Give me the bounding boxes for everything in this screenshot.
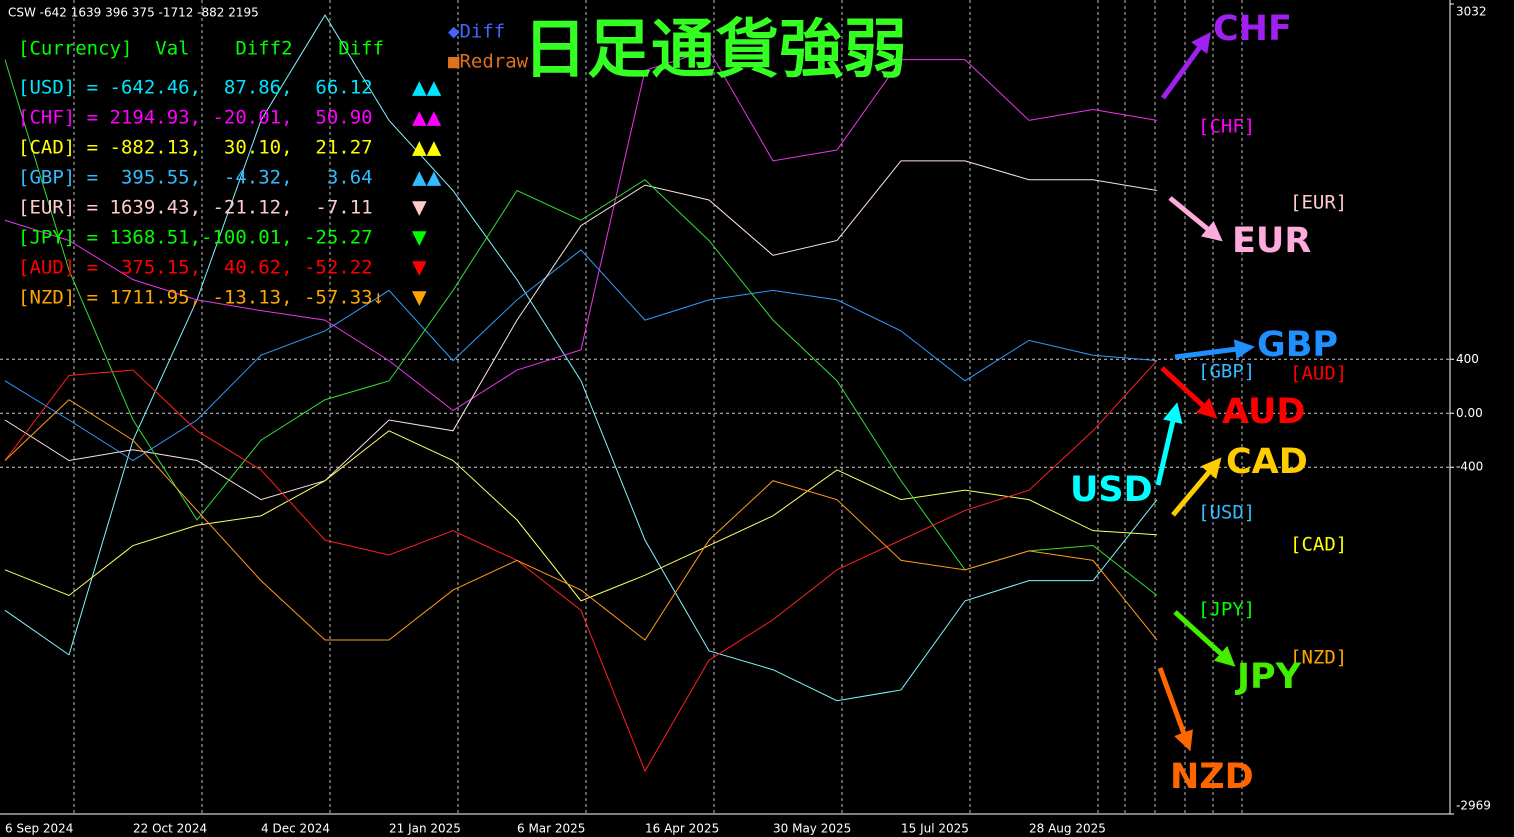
panel-marks: ▼ <box>412 227 427 249</box>
series-line <box>4 160 1158 501</box>
y-tick-label: 0.00 <box>1456 406 1483 420</box>
x-tick-label: 28 Aug 2025 <box>1029 822 1106 836</box>
panel-marks: ▲▲ <box>412 137 442 159</box>
y-tick-label: -400 <box>1456 460 1483 474</box>
panel-row: [NZD] = 1711.95, -13.13, -57.33↓ <box>18 287 384 309</box>
button[interactable]: ■Redraw <box>448 51 529 73</box>
panel-row: [AUD] = 375.15, 40.62, -52.22 <box>18 257 373 279</box>
annotation: GBP <box>1257 325 1338 365</box>
button[interactable]: ◆Diff <box>448 21 505 43</box>
side-label: [JPY] <box>1198 599 1255 621</box>
panel-marks: ▲▲ <box>412 107 442 129</box>
panel-row: [CHF] = 2194.93, -20.01, 50.90 <box>18 107 373 129</box>
series-line <box>4 360 1158 773</box>
annotation: JPY <box>1235 657 1302 697</box>
x-tick-label: 15 Jul 2025 <box>901 822 969 836</box>
x-tick-label: 30 May 2025 <box>773 822 851 836</box>
side-label: [CAD] <box>1290 534 1347 556</box>
annotation: AUD <box>1222 392 1305 432</box>
series-line <box>4 49 1158 412</box>
x-tick-label: 21 Jan 2025 <box>389 822 461 836</box>
arrow <box>1160 366 1218 419</box>
side-label: [USD] <box>1198 502 1255 524</box>
arrow <box>1168 196 1223 242</box>
y-tick-label: -2969 <box>1456 799 1491 813</box>
x-tick-label: 6 Mar 2025 <box>517 822 585 836</box>
arrow <box>1157 667 1193 752</box>
x-tick-label: 16 Apr 2025 <box>645 822 719 836</box>
annotation: CAD <box>1226 442 1308 482</box>
side-label: [NZD] <box>1290 647 1347 669</box>
panel-row: [GBP] = 395.55, -4.32, 3.64 <box>18 167 373 189</box>
panel-row: [CAD] = -882.13, 30.10, 21.27 <box>18 137 373 159</box>
panel-marks: ▼ <box>412 287 427 309</box>
x-tick-label: 4 Dec 2024 <box>261 822 330 836</box>
arrow <box>1155 402 1183 486</box>
chart-title: 日足通貨強弱 <box>523 14 907 88</box>
annotation: NZD <box>1170 757 1254 797</box>
arrow <box>1171 457 1222 517</box>
y-tick-label: 400 <box>1456 352 1479 366</box>
side-label: [CHF] <box>1198 116 1255 138</box>
panel-row: [USD] = -642.46, 87.86, 66.12 <box>18 77 373 99</box>
arrow <box>1160 31 1211 100</box>
y-tick-label: 3032 <box>1456 5 1487 19</box>
chart-header: CSW -642 1639 396 375 -1712 -882 2195 <box>8 6 259 20</box>
x-tick-label: 6 Sep 2024 <box>5 822 73 836</box>
annotation: CHF <box>1213 9 1292 49</box>
side-label: [AUD] <box>1290 363 1347 385</box>
panel-marks: ▲▲ <box>412 167 442 189</box>
series-line <box>4 249 1158 462</box>
panel-row: [JPY] = 1368.51,-100.01, -25.27 <box>18 227 373 249</box>
panel-marks: ▲▲ <box>412 77 442 99</box>
arrow <box>1173 610 1236 667</box>
series-line <box>4 430 1158 602</box>
annotation: EUR <box>1232 221 1311 261</box>
panel-marks: ▼ <box>412 257 427 279</box>
panel-marks: ▼ <box>412 197 427 219</box>
panel-row: [EUR] = 1639.43, -21.12, -7.11 <box>18 197 373 219</box>
arrow <box>1174 339 1255 360</box>
annotation: USD <box>1070 470 1153 510</box>
side-label: [GBP] <box>1198 361 1255 383</box>
series-line <box>4 399 1158 641</box>
side-label: [EUR] <box>1290 192 1347 214</box>
x-tick-label: 22 Oct 2024 <box>133 822 207 836</box>
panel-header: [Currency] Val Diff2 Diff <box>18 38 384 60</box>
